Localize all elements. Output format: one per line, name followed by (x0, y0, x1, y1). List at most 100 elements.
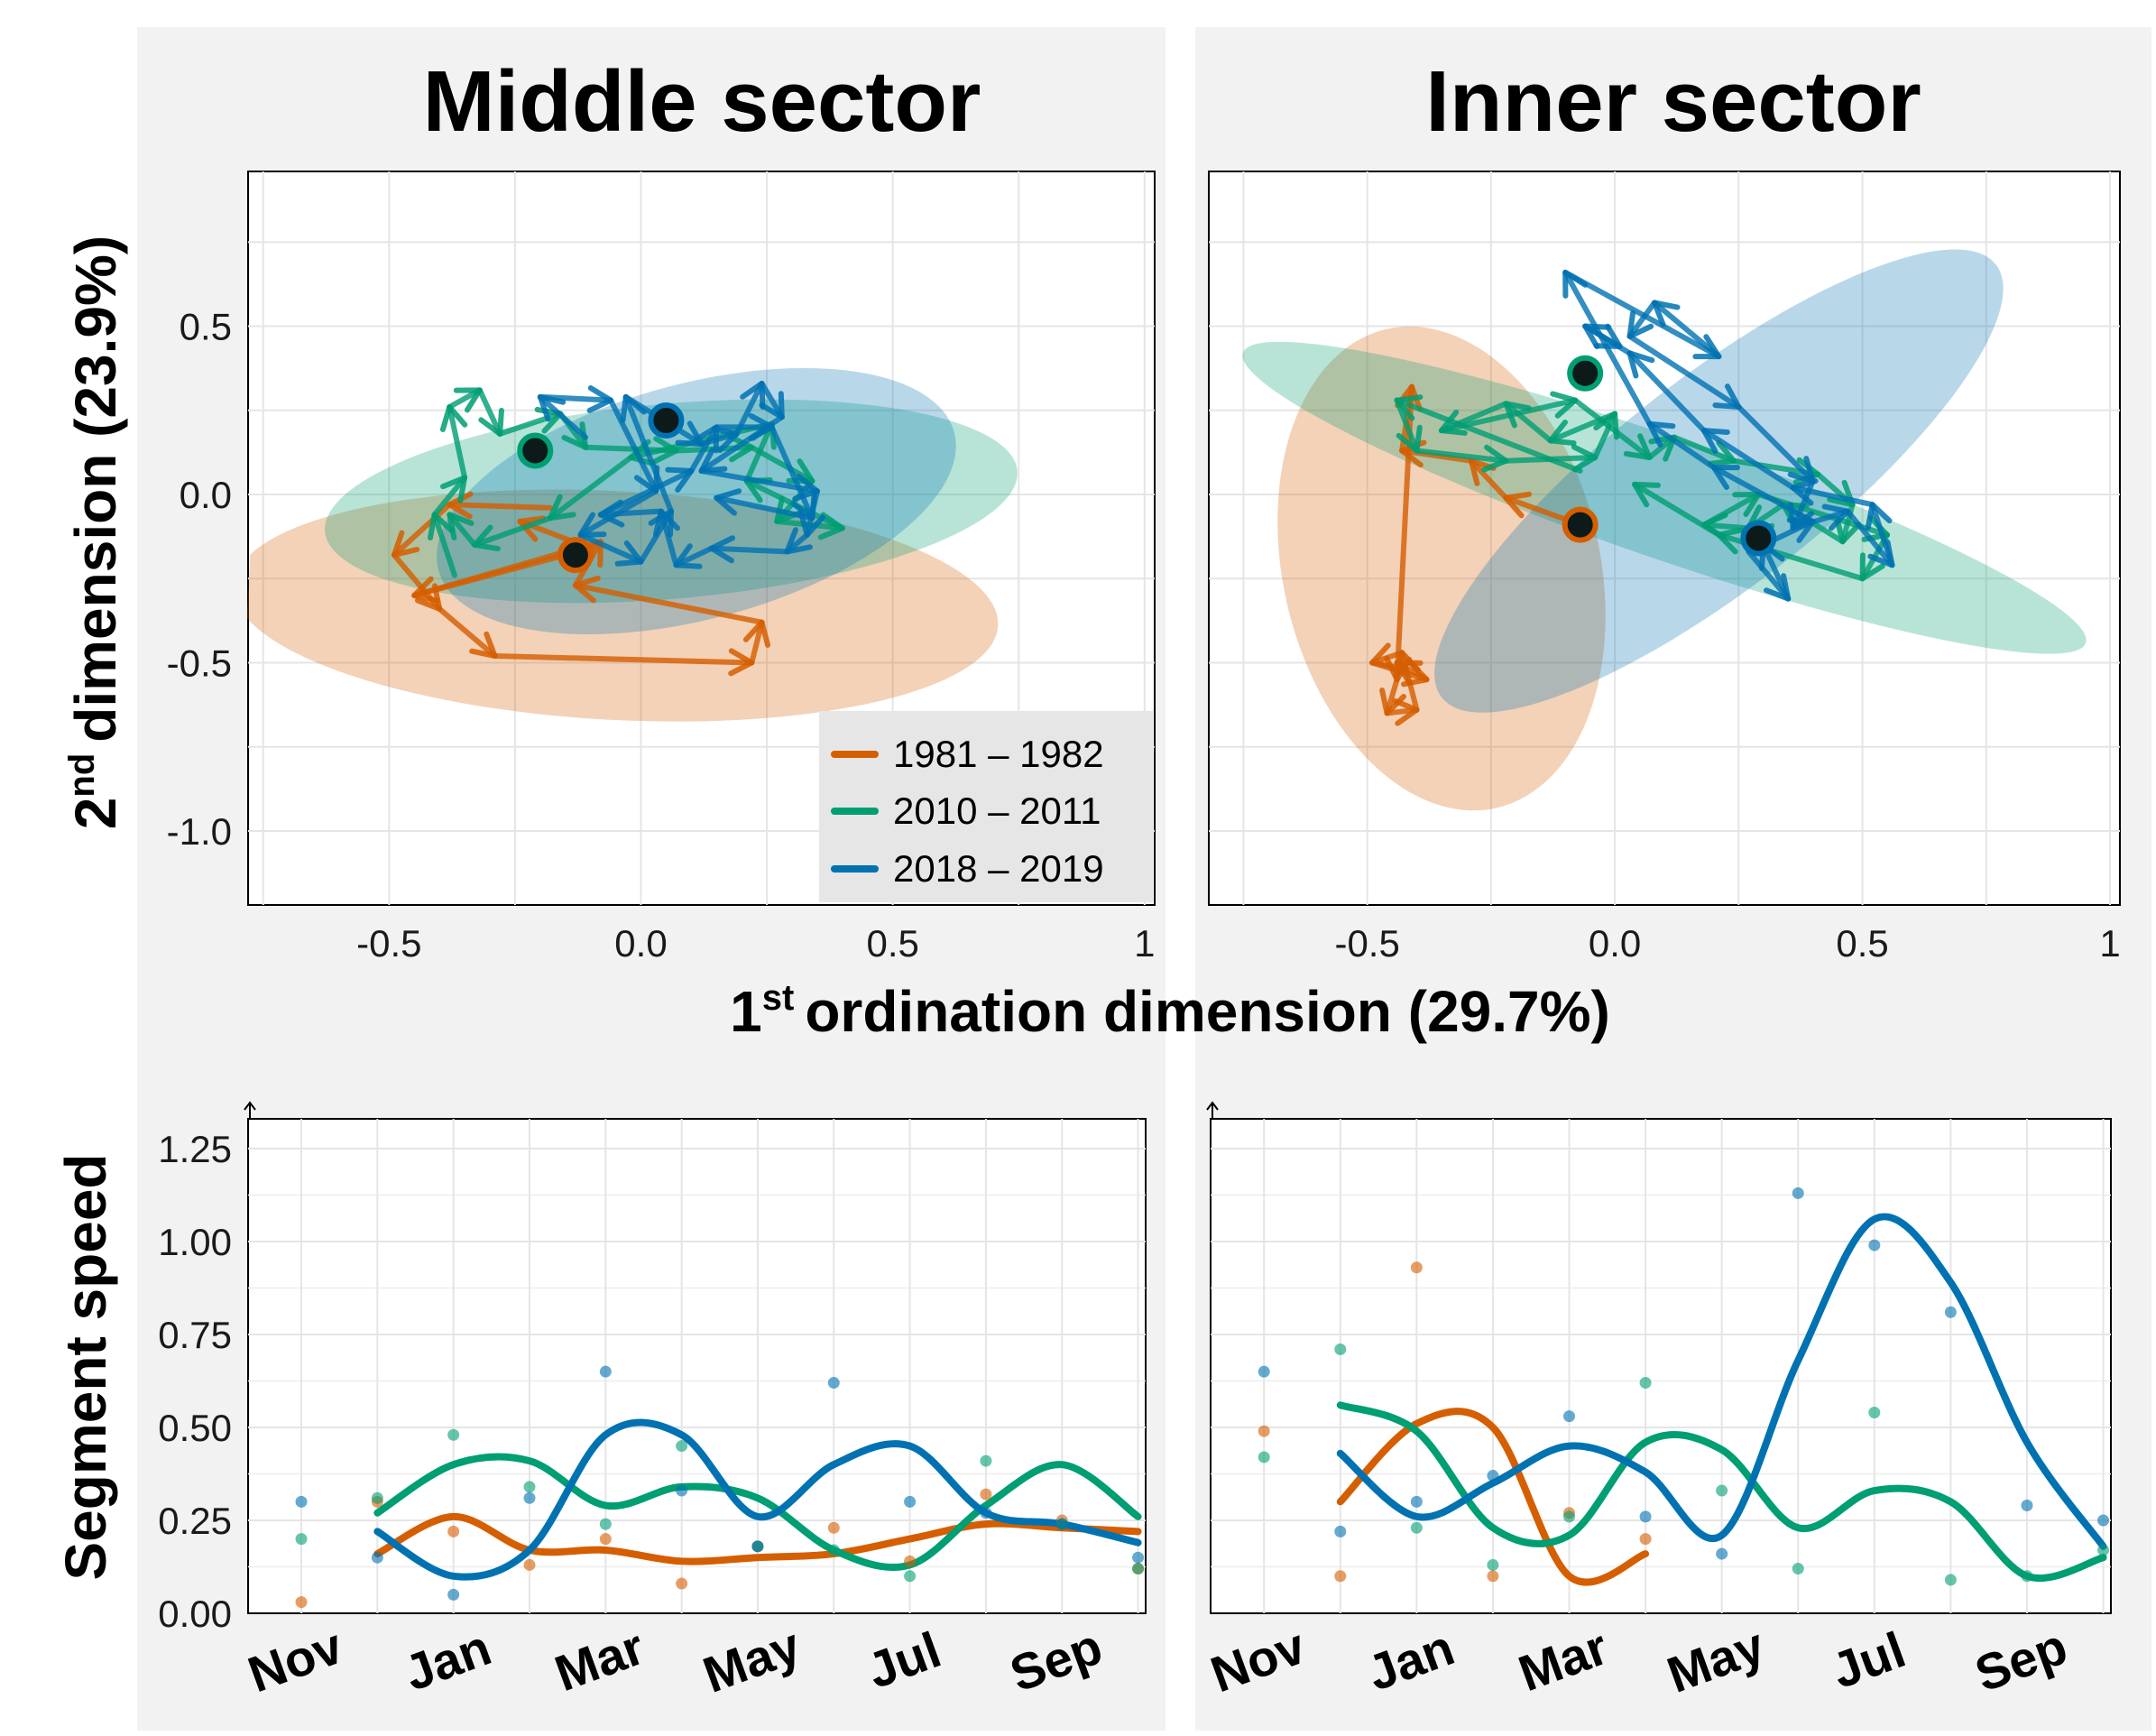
inner-speed-point-p2010 (1258, 1451, 1270, 1464)
middle-speed-point-p1981 (980, 1488, 992, 1501)
inner-ordination-arrowhead-p1981 (1394, 660, 1424, 686)
middle-speed-point-p2018 (827, 1377, 840, 1390)
middle-speed-point-p2010 (904, 1570, 917, 1583)
inner-speed-plot-area (1210, 1118, 2112, 1614)
middle-ordination-trajectory-segment-p2018 (759, 380, 785, 420)
middle-ordination-trajectory-segment-p2018 (608, 397, 659, 494)
inner-speed-point-p1981 (1639, 1533, 1652, 1546)
middle-ordination-trajectory-segment-p2018 (597, 467, 695, 518)
inner-speed-point-p2018 (2021, 1500, 2033, 1512)
middle-speed-point-p1981 (599, 1533, 612, 1546)
middle-speed-point-p2010 (676, 1440, 688, 1453)
inner-speed-point-p2010 (1792, 1563, 1804, 1575)
inner-speed-point-p2018 (1944, 1306, 1957, 1318)
middle-ordination-x-tick-label: -0.5 (356, 922, 421, 965)
inner-ordination-trajectory-segment-p2018 (1626, 333, 1742, 411)
middle-speed-point-p2018 (751, 1540, 764, 1553)
middle-speed-y-tick-label: 1.25 (158, 1128, 232, 1170)
inner-speed-point-p2018 (1563, 1410, 1576, 1423)
inner-ordination-trajectory-segment-p2018 (1710, 465, 1816, 524)
middle-speed-point-p2010 (827, 1544, 840, 1556)
inner-ordination-trajectory-segment-p2018 (1626, 350, 1707, 434)
inner-speed-point-p2010 (1487, 1558, 1499, 1571)
inner-speed-point-p1981 (1258, 1425, 1270, 1437)
inner-speed-point-p2010 (1944, 1574, 1957, 1586)
middle-ordination-trajectory-segment-p2010 (447, 387, 483, 411)
inner-ordination-trajectory-segment-p2018 (1760, 541, 1792, 602)
inner-ordination-x-tick-label: -0.5 (1334, 922, 1399, 965)
inner-ordination-trajectory-segment-p1981 (1394, 660, 1430, 683)
inner-ordination-plot-area (1208, 171, 2121, 906)
middle-speed-point-p2010 (980, 1454, 992, 1467)
middle-speed-y-tick-label: 0.00 (158, 1593, 232, 1635)
middle-ordination-trajectory-segment-p2018 (708, 545, 790, 555)
inner-speed-point-p2018 (1258, 1365, 1270, 1378)
x-axis-title: 1st ordination dimension (29.7%) (730, 978, 1610, 1044)
inner-ordination-trajectory-segment-p2010 (1394, 397, 1420, 454)
inner-ordination-trajectory-segment-p2018 (1562, 269, 1722, 360)
middle-speed-y-tick-label: 0.75 (158, 1314, 232, 1356)
middle-speed-point-p1981 (447, 1525, 460, 1537)
inner-speed-point-p2010 (1868, 1407, 1881, 1419)
middle-ordination-centroid-p2018 (648, 402, 685, 439)
inner-speed-smooth-line-p1981 (1336, 1408, 1650, 1586)
inner-speed-point-p1981 (1410, 1261, 1423, 1274)
inner-speed-point-p2018 (1716, 1547, 1728, 1560)
middle-ordination-arrowhead-p1981 (517, 515, 547, 542)
middle-speed-point-p1981 (827, 1521, 840, 1534)
inner-ordination-trajectory-segment-p2018 (1646, 420, 1717, 471)
inner-speed-point-p2018 (1410, 1495, 1423, 1508)
inner-speed-point-p2010 (1639, 1377, 1652, 1390)
middle-ordination-ellipse-p2010 (325, 399, 1018, 604)
middle-speed-point-p2018 (1055, 1518, 1068, 1530)
inner-ordination-arrowhead-p2018 (1593, 323, 1623, 349)
inner-ordination-centroid-p2018 (1740, 520, 1777, 557)
middle-speed-smooth-line-p2018 (373, 1418, 1142, 1581)
middle-speed-smooth-line-p2010 (373, 1453, 1142, 1572)
middle-ordination-x-tick-label: 0.0 (614, 922, 667, 965)
inner-speed-point-p2010 (2097, 1544, 2110, 1556)
inner-ordination-trajectory-segment-p2010 (1438, 397, 1579, 434)
inner-speed-point-p2010 (1716, 1484, 1728, 1497)
inner-ordination-trajectory-segment-p2018 (1790, 508, 1851, 531)
middle-ordination-arrowhead-p2018 (714, 488, 742, 516)
inner-speed-point-p1981 (1487, 1570, 1499, 1583)
middle-speed-y-tick-label: 0.50 (158, 1407, 232, 1449)
middle-ordination-trajectory-segment-p2010 (431, 475, 468, 518)
middle-speed-point-p2018 (599, 1365, 612, 1378)
middle-speed-y-tick-label: 1.00 (158, 1221, 232, 1263)
middle-ordination-trajectory-segment-p2018 (577, 531, 644, 565)
middle-ordination-y-tick-label: -0.5 (167, 642, 232, 684)
inner-ordination-centroid-p2010 (1567, 355, 1604, 392)
middle-speed-point-p2018 (523, 1491, 536, 1504)
inner-ordination-trajectory-segment-p2010 (1503, 454, 1599, 464)
middle-speed-axis-arrow-icon (244, 1101, 256, 1119)
middle-speed-point-p2010 (371, 1491, 383, 1504)
inner-speed-point-p2010 (1563, 1510, 1576, 1523)
middle-ordination-centroid-p1981 (557, 537, 594, 574)
middle-ordination-trajectory-segment-p2010 (743, 420, 775, 485)
inner-ordination-trajectory-segment-p2010 (1547, 411, 1618, 444)
inner-speed-point-p2018 (1487, 1470, 1499, 1482)
inner-ordination-arrowhead-p2010 (1632, 481, 1662, 508)
inner-ordination-trajectory-segment-p2018 (1869, 502, 1895, 568)
legend-label-2018: 2018 – 2019 (893, 847, 1104, 890)
y-axis-title: 2nddimension (23.9%) (62, 235, 128, 829)
middle-ordination-y-tick-label: 0.0 (180, 474, 232, 516)
middle-ordination-trajectory-segment-p2018 (769, 424, 815, 522)
inner-ordination-centroid-p1981 (1562, 506, 1599, 543)
middle-ordination-trajectory-segment-p1981 (391, 502, 453, 559)
inner-speed-point-p2010 (1334, 1343, 1347, 1355)
inner-ordination-trajectory-segment-p2010 (1414, 448, 1509, 464)
middle-ordination-trajectory-segment-p1981 (572, 582, 765, 625)
middle-speed-point-p2010 (1132, 1563, 1145, 1575)
middle-ordination-trajectory-segment-p2010 (447, 512, 478, 548)
inner-sector-title: Inner sector (1425, 53, 1921, 150)
panel-gap (1166, 1020, 1195, 1731)
middle-ordination-arrowhead-p2010 (447, 512, 475, 540)
middle-speed-point-p2010 (447, 1428, 460, 1441)
middle-sector-title: Middle sector (423, 53, 981, 150)
inner-speed-point-p2018 (1639, 1510, 1652, 1523)
inner-ordination-trajectory-segment-p2010 (1592, 411, 1618, 460)
